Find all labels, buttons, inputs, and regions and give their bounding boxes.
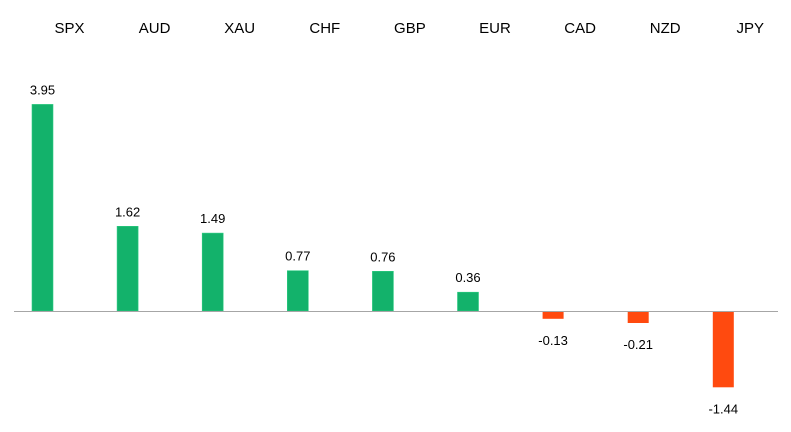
category-label-cad: CAD bbox=[564, 20, 596, 37]
bar-gbp bbox=[372, 270, 394, 312]
category-label-nzd: NZD bbox=[650, 20, 681, 37]
value-label-nzd: -0.21 bbox=[623, 337, 653, 352]
bar-eur bbox=[457, 291, 479, 312]
value-label-spx: 3.95 bbox=[30, 82, 55, 97]
value-label-eur: 0.36 bbox=[455, 270, 480, 285]
bar-chf bbox=[286, 270, 309, 312]
bar-jpy bbox=[712, 312, 734, 388]
bar-aud bbox=[116, 226, 139, 312]
bars-layer bbox=[31, 104, 734, 388]
bar-nzd bbox=[627, 312, 649, 323]
value-label-aud: 1.62 bbox=[115, 204, 140, 219]
value-label-gbp: 0.76 bbox=[370, 249, 395, 264]
category-label-jpy: JPY bbox=[737, 20, 765, 37]
value-labels: 3.95 1.62 1.49 0.77 0.76 0.36 -0.13 -0.21 -1.44 bbox=[30, 82, 738, 416]
value-label-xau: 1.49 bbox=[200, 211, 225, 226]
category-label-spx: SPX bbox=[54, 20, 84, 37]
value-label-cad: -0.13 bbox=[538, 333, 568, 348]
category-label-gbp: GBP bbox=[394, 20, 426, 37]
value-label-chf: 0.77 bbox=[285, 249, 310, 264]
category-label-xau: XAU bbox=[224, 20, 255, 37]
bar-spx bbox=[31, 104, 54, 312]
category-label-eur: EUR bbox=[479, 20, 511, 37]
category-labels: SPX AUD XAU CHF GBP EUR CAD NZD JPY bbox=[54, 20, 764, 37]
bar-cad bbox=[542, 312, 564, 319]
category-label-chf: CHF bbox=[309, 20, 340, 37]
bar-xau bbox=[201, 232, 224, 312]
category-label-aud: AUD bbox=[139, 20, 171, 37]
value-label-jpy: -1.44 bbox=[708, 401, 738, 416]
